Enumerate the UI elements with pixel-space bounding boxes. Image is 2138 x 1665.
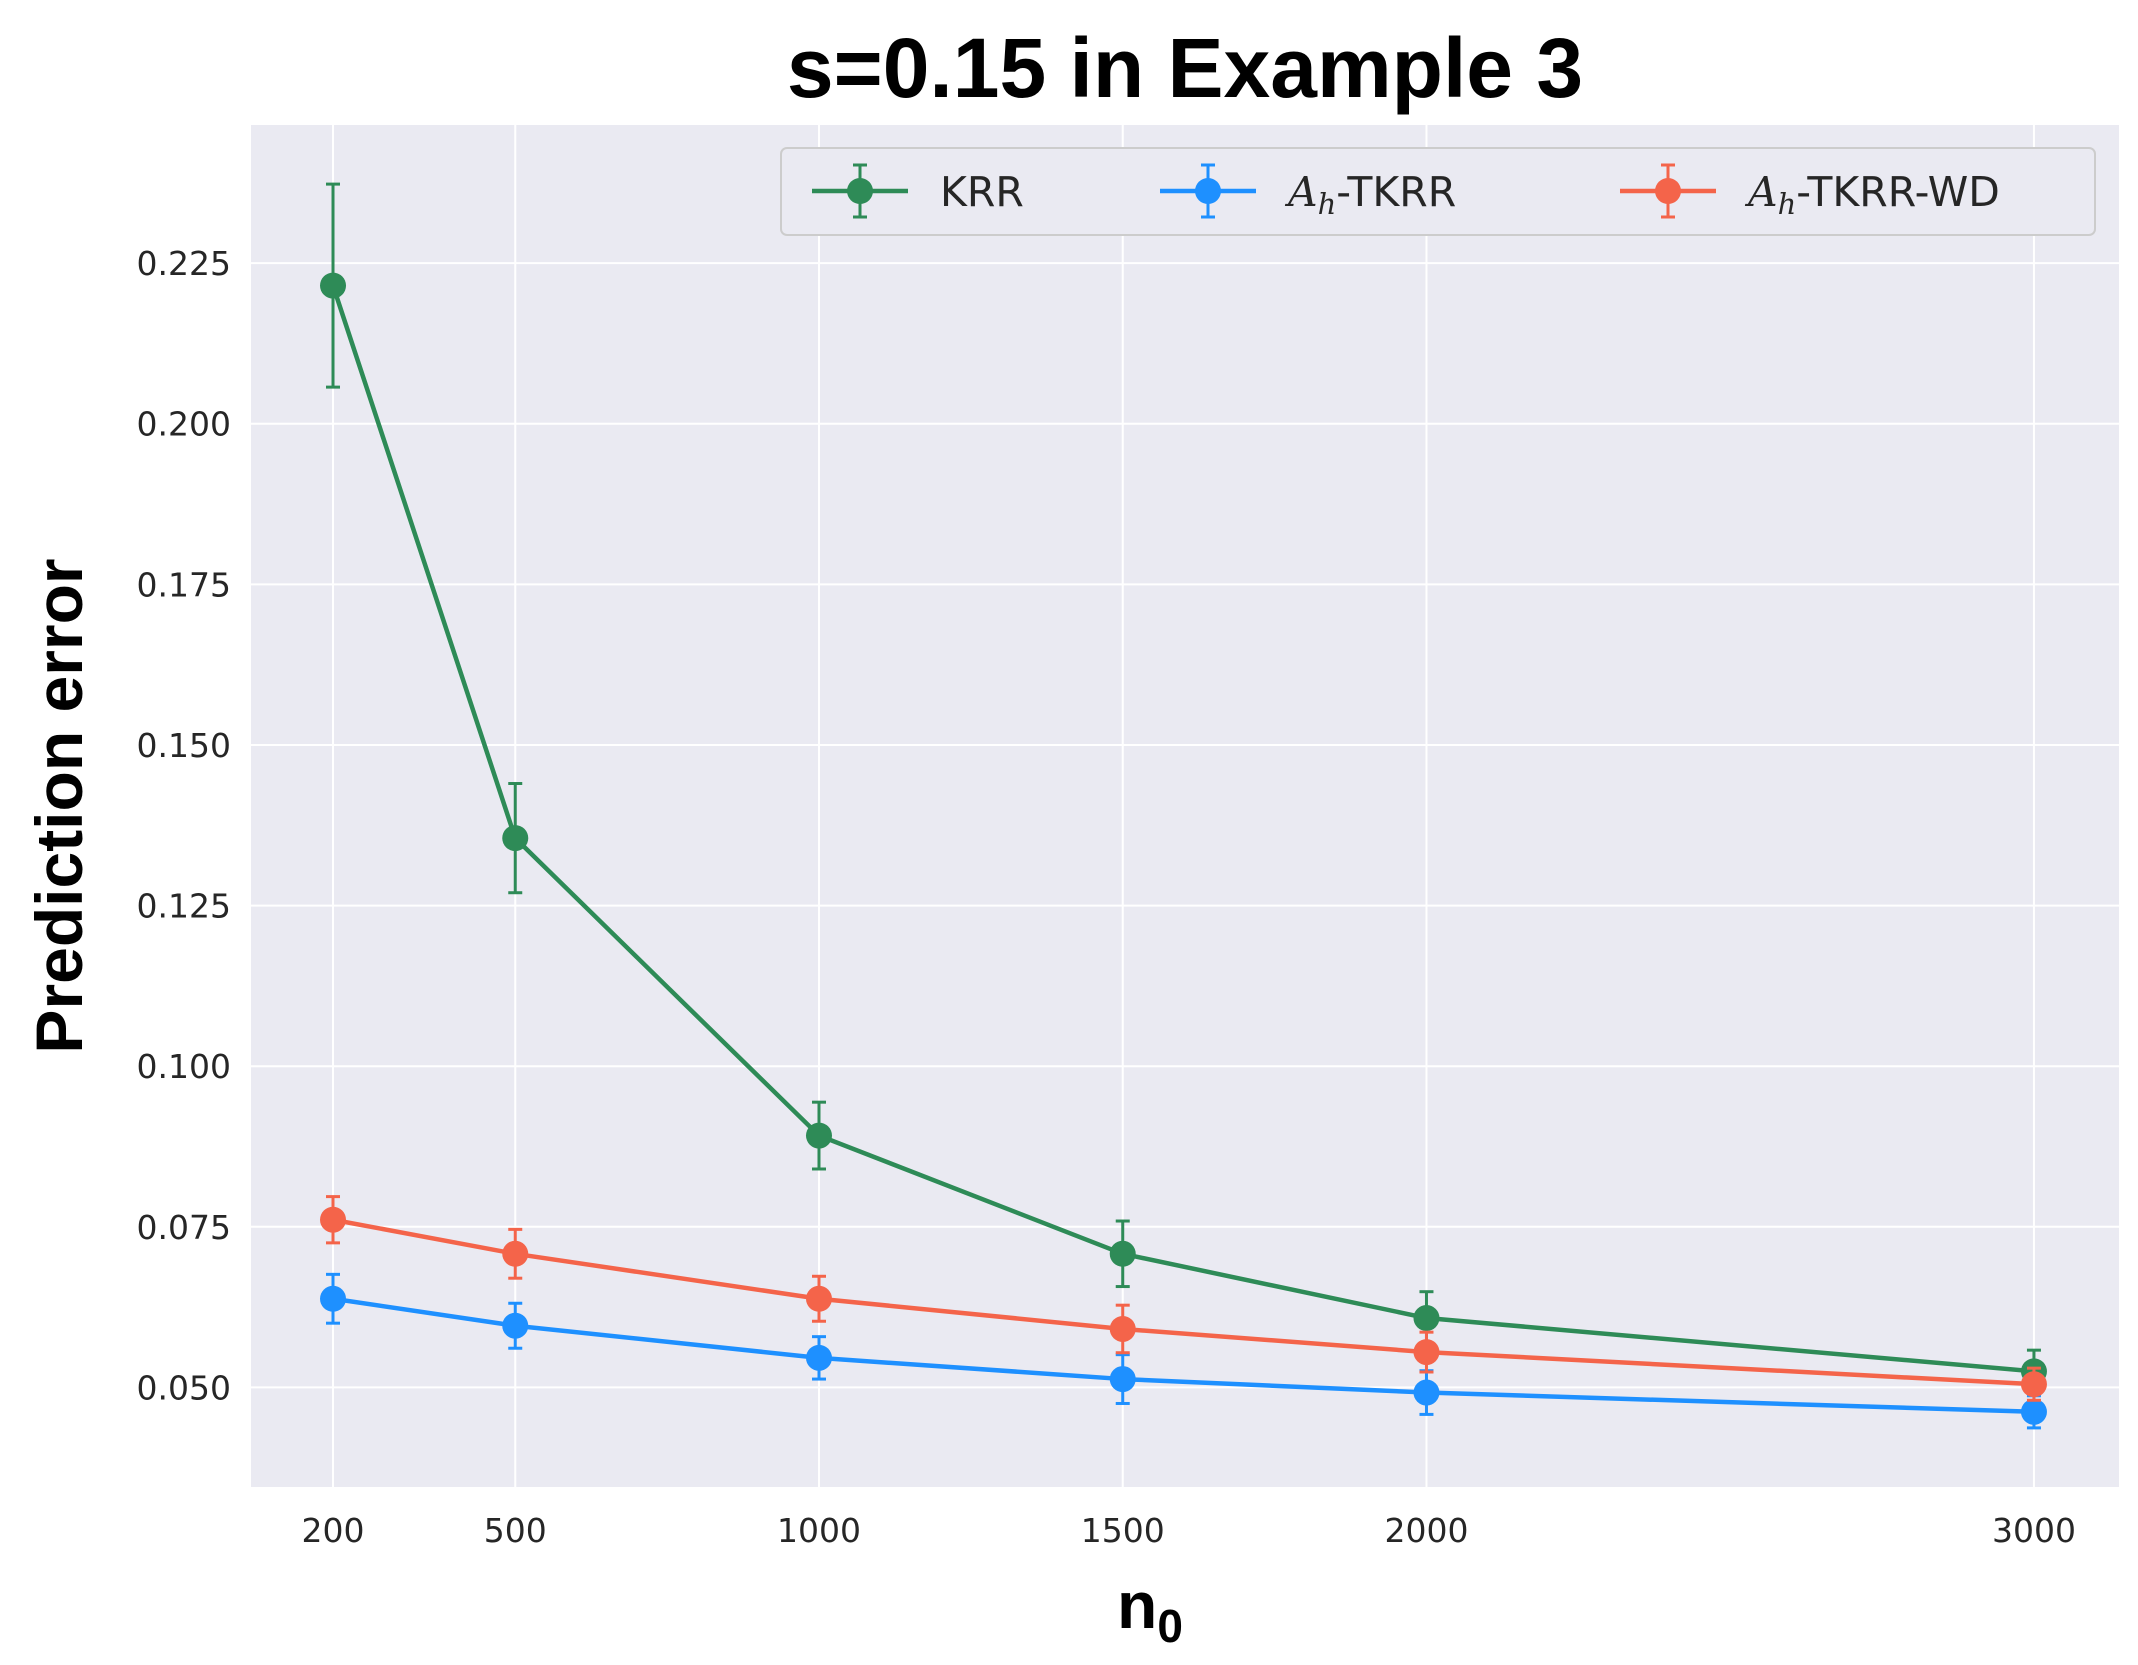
legend-label-tkrr-wd-symbol: A bbox=[1744, 168, 1778, 216]
legend-label-tkrr-suffix: -TKRR bbox=[1336, 168, 1456, 216]
legend-label-krr: KRR bbox=[940, 168, 1024, 216]
legend-label-tkrr: Ah-TKRR bbox=[1284, 168, 1456, 221]
data-point bbox=[2020, 1398, 2047, 1425]
data-point bbox=[320, 1206, 347, 1233]
series-line-tkrr bbox=[332, 1296, 2035, 1415]
y-tick-label: 0.150 bbox=[137, 726, 231, 765]
data-point bbox=[502, 1240, 529, 1267]
series-tkrr bbox=[320, 1272, 2047, 1430]
legend-label-tkrr-symbol: A bbox=[1284, 168, 1318, 216]
legend-item-tkrr-wd: Ah-TKRR-WD bbox=[1620, 163, 2000, 221]
series-group bbox=[320, 182, 2047, 1430]
data-point bbox=[502, 825, 529, 852]
series-line-krr bbox=[330, 284, 2035, 1374]
x-tick-labels: 200 500 1000 1500 2000 3000 bbox=[302, 1511, 2076, 1550]
x-tick-label: 2000 bbox=[1384, 1511, 1468, 1550]
data-point bbox=[1109, 1366, 1136, 1393]
data-point bbox=[320, 1285, 347, 1312]
legend-marker-tkrr-wd bbox=[1620, 163, 1716, 219]
x-tick-label: 1500 bbox=[1081, 1511, 1165, 1550]
series-tkrr-wd bbox=[320, 1195, 2047, 1402]
legend-marker-krr bbox=[812, 163, 908, 219]
data-point bbox=[805, 1122, 832, 1149]
legend-label-tkrr-subscript: h bbox=[1318, 187, 1337, 221]
x-tick-label: 200 bbox=[302, 1511, 365, 1550]
plot-background bbox=[251, 125, 2119, 1487]
data-point bbox=[2020, 1371, 2047, 1398]
legend-label-tkrr-wd: Ah-TKRR-WD bbox=[1744, 168, 2000, 221]
legend-box bbox=[780, 147, 2096, 236]
data-point bbox=[502, 1312, 529, 1339]
y-tick-label: 0.125 bbox=[137, 887, 231, 926]
y-tick-label: 0.225 bbox=[137, 244, 231, 283]
legend: KRR Ah-TKRR Ah-TKRR-WD bbox=[780, 147, 2096, 236]
x-tick-label: 500 bbox=[484, 1511, 547, 1550]
grid-lines bbox=[251, 125, 2119, 1487]
y-tick-label: 0.050 bbox=[137, 1368, 231, 1407]
y-tick-label: 0.075 bbox=[137, 1208, 231, 1247]
legend-item-tkrr: Ah-TKRR bbox=[1160, 163, 1456, 221]
data-point bbox=[320, 272, 347, 299]
data-point bbox=[1413, 1379, 1440, 1406]
y-tick-label: 0.200 bbox=[137, 405, 231, 444]
y-tick-labels: 0.050 0.075 0.100 0.125 0.150 0.175 0.200 0.225 bbox=[137, 244, 231, 1407]
y-tick-label: 0.175 bbox=[137, 565, 231, 604]
legend-label-tkrr-wd-subscript: h bbox=[1778, 187, 1797, 221]
y-axis-label: Prediction error bbox=[22, 558, 96, 1053]
x-tick-label: 3000 bbox=[1992, 1511, 2076, 1550]
x-axis-label: n0 bbox=[1117, 1568, 1183, 1652]
x-axis-label-main: n bbox=[1117, 1568, 1157, 1642]
data-point bbox=[1109, 1240, 1136, 1267]
x-tick-label: 1000 bbox=[777, 1511, 861, 1550]
data-point bbox=[805, 1285, 832, 1312]
data-point bbox=[805, 1344, 832, 1371]
legend-item-krr: KRR bbox=[812, 163, 1024, 219]
data-point bbox=[1413, 1305, 1440, 1332]
x-axis-label-subscript: 0 bbox=[1157, 1600, 1183, 1652]
y-tick-label: 0.100 bbox=[137, 1047, 231, 1086]
data-point bbox=[1109, 1315, 1136, 1342]
legend-marker-tkrr bbox=[1160, 163, 1256, 219]
chart-title: s=0.15 in Example 3 bbox=[787, 21, 1583, 115]
legend-label-tkrr-wd-suffix: -TKRR-WD bbox=[1796, 168, 2000, 216]
data-point bbox=[1413, 1339, 1440, 1366]
series-line-tkrr-wd bbox=[332, 1217, 2035, 1387]
